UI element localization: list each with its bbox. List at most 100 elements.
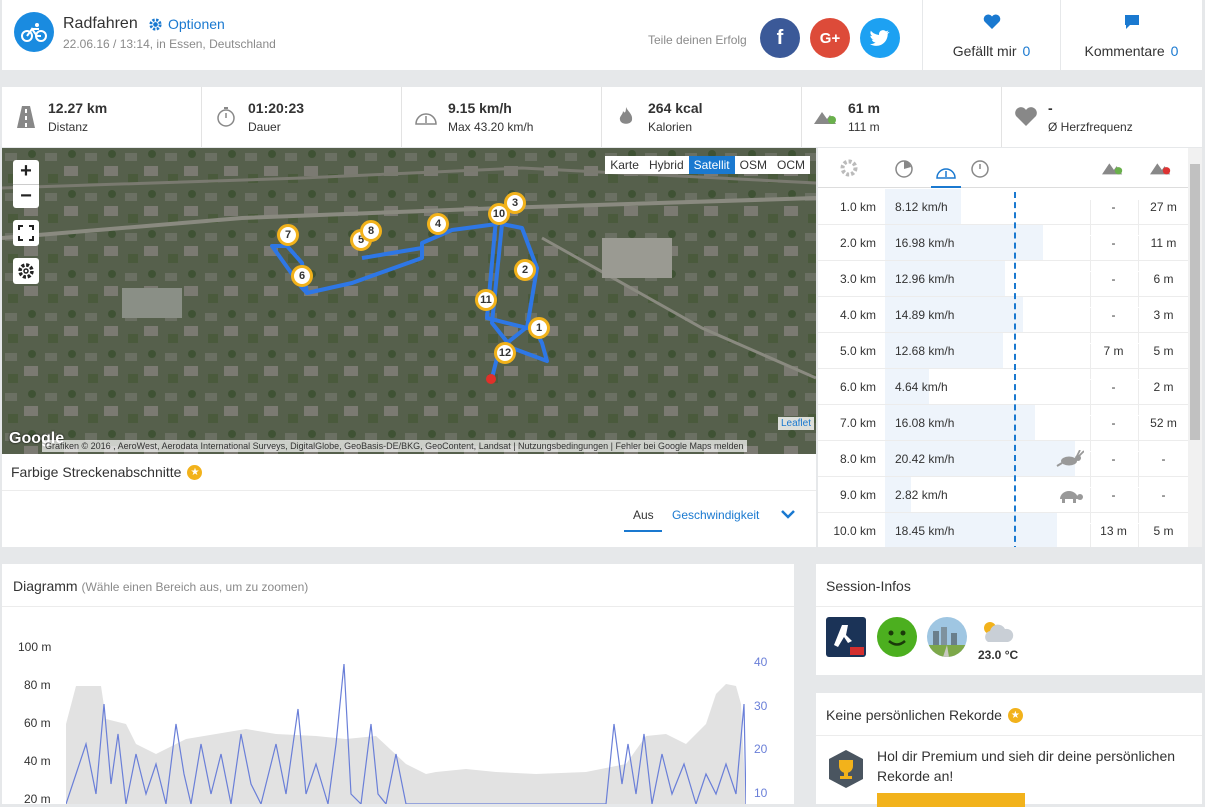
splits-table: 1.0 km 8.12 km/h -27 m 2.0 km 16.98 km/h -11 … <box>818 148 1202 547</box>
y-axis-label: 40 m <box>24 754 51 768</box>
stat-value: 01:20:23 <box>248 100 305 116</box>
scroll-thumb[interactable] <box>1190 164 1200 440</box>
split-up: 7 m <box>1090 344 1136 379</box>
layer-hybrid[interactable]: Hybrid <box>648 158 684 172</box>
options-link[interactable]: Optionen <box>148 16 225 32</box>
premium-button[interactable] <box>877 793 1025 807</box>
segment-option-off[interactable]: Aus <box>633 508 654 522</box>
fullscreen-button[interactable] <box>13 220 39 246</box>
leaflet-link[interactable]: Leaflet <box>777 417 814 430</box>
comment-count: 0 <box>1170 43 1179 59</box>
split-km: 10.0 km <box>833 524 876 538</box>
like-count: 0 <box>1022 43 1031 59</box>
route-marker-3[interactable]: 3 <box>504 192 526 214</box>
activity-header: Radfahren Optionen 22.06.16 / 13:14, in … <box>2 0 922 70</box>
split-row[interactable]: 9.0 km 2.82 km/h - - <box>818 477 1188 523</box>
map-settings-button[interactable] <box>13 258 39 284</box>
split-down: - <box>1138 452 1188 487</box>
route-marker-4[interactable]: 4 <box>427 213 449 235</box>
speed-tab-icon[interactable] <box>931 157 961 188</box>
map-imagery <box>2 148 816 454</box>
split-speed: 2.82 km/h <box>895 488 948 502</box>
layer-satellit[interactable]: Satellit <box>688 156 735 174</box>
split-speed: 14.89 km/h <box>895 308 955 322</box>
y-axis-label: 60 m <box>24 716 51 730</box>
split-speed: 12.96 km/h <box>895 272 955 286</box>
star-icon: ★ <box>187 464 203 480</box>
route-map[interactable]: 1 2 3 4 5 6 7 8 10 11 12 + − Karte Hybrid Satellit… <box>2 148 816 454</box>
marker-label: 11 <box>480 294 492 306</box>
trophy-icon <box>829 750 863 788</box>
cycling-icon <box>14 12 54 52</box>
layer-osm[interactable]: OSM <box>739 158 767 172</box>
route-marker-11[interactable]: 11 <box>475 289 497 311</box>
stopwatch-icon <box>214 105 238 129</box>
split-row[interactable]: 6.0 km 4.64 km/h -2 m <box>818 369 1188 415</box>
activity-date-location: 22.06.16 / 13:14, in Essen, Deutschland <box>63 37 276 51</box>
route-marker-1[interactable]: 1 <box>528 317 550 339</box>
split-speed: 4.64 km/h <box>895 380 948 394</box>
stopwatch-icon[interactable] <box>969 157 991 179</box>
segment-option-speed[interactable]: Geschwindigkeit <box>672 508 760 522</box>
heart-icon <box>983 14 1000 29</box>
elevation-area <box>66 684 746 804</box>
split-row[interactable]: 1.0 km 8.12 km/h -27 m <box>818 189 1188 235</box>
chevron-down-icon[interactable] <box>780 507 796 525</box>
split-row[interactable]: 7.0 km 16.08 km/h -52 m <box>818 405 1188 451</box>
comment-box[interactable]: Kommentare 0 <box>1061 0 1202 70</box>
split-km: 7.0 km <box>839 416 876 430</box>
split-row[interactable]: 8.0 km 20.42 km/h - - <box>818 441 1188 487</box>
zoom-in-button[interactable]: + <box>20 160 32 182</box>
facebook-share-button[interactable]: f <box>760 18 800 58</box>
layer-karte[interactable]: Karte <box>610 158 639 172</box>
route-marker-6[interactable]: 6 <box>291 265 313 287</box>
split-speed-bar <box>885 225 1043 260</box>
star-icon: ★ <box>1007 707 1023 723</box>
like-box[interactable]: Gefällt mir 0 <box>923 0 1060 70</box>
comment-label: Kommentare <box>1084 43 1165 59</box>
split-speed-bar <box>885 333 1003 368</box>
session-info-panel: Session-Infos 23.0 °C <box>816 564 1202 675</box>
gear-icon <box>18 263 34 279</box>
split-row[interactable]: 3.0 km 12.96 km/h -6 m <box>818 261 1188 307</box>
route-marker-10[interactable]: 10 <box>488 203 510 225</box>
zoom-out-button[interactable]: − <box>13 184 39 208</box>
stat-value: 9.15 km/h <box>448 100 512 116</box>
pace-icon[interactable] <box>893 157 915 179</box>
like-label: Gefällt mir <box>952 43 1017 59</box>
route-marker-2[interactable]: 2 <box>514 259 536 281</box>
options-label: Optionen <box>168 16 225 32</box>
elevation-gain-icon[interactable] <box>1102 157 1124 179</box>
gear-icon[interactable] <box>838 157 860 179</box>
diagram-hint: (Wähle einen Bereich aus, um zu zoomen) <box>81 580 309 594</box>
split-row[interactable]: 4.0 km 14.89 km/h -3 m <box>818 297 1188 343</box>
rabbit-icon <box>1056 449 1085 471</box>
split-row[interactable]: 2.0 km 16.98 km/h -11 m <box>818 225 1188 271</box>
route-marker-7[interactable]: 7 <box>277 224 299 246</box>
y2-axis-label: 20 <box>754 742 768 756</box>
route-marker-8[interactable]: 8 <box>360 220 382 242</box>
twitter-share-button[interactable] <box>860 18 900 58</box>
route-marker-12[interactable]: 12 <box>494 342 516 364</box>
split-speed: 20.42 km/h <box>895 452 955 466</box>
split-up: 13 m <box>1090 524 1136 547</box>
split-down: 5 m <box>1138 344 1188 379</box>
stat-label: Distanz <box>48 120 89 134</box>
split-down: 11 m <box>1138 236 1188 271</box>
premium-message: Hol dir Premium und sieh dir deine persö… <box>877 748 1176 784</box>
speedometer-icon <box>414 105 438 129</box>
elevation-speed-chart[interactable] <box>66 664 746 804</box>
stat-label: Kalorien <box>648 120 693 134</box>
split-km: 2.0 km <box>839 236 876 250</box>
elevation-loss-icon[interactable] <box>1150 157 1172 179</box>
splits-header <box>818 148 1188 188</box>
layer-ocm[interactable]: OCM <box>777 158 805 172</box>
sport-title: Radfahren <box>63 15 138 32</box>
google-share-button[interactable]: G+ <box>810 18 850 58</box>
splits-scrollbar[interactable] <box>1188 148 1202 547</box>
split-speed: 16.08 km/h <box>895 416 955 430</box>
split-speed-bar <box>885 441 1075 476</box>
marker-label: 5 <box>357 234 365 246</box>
